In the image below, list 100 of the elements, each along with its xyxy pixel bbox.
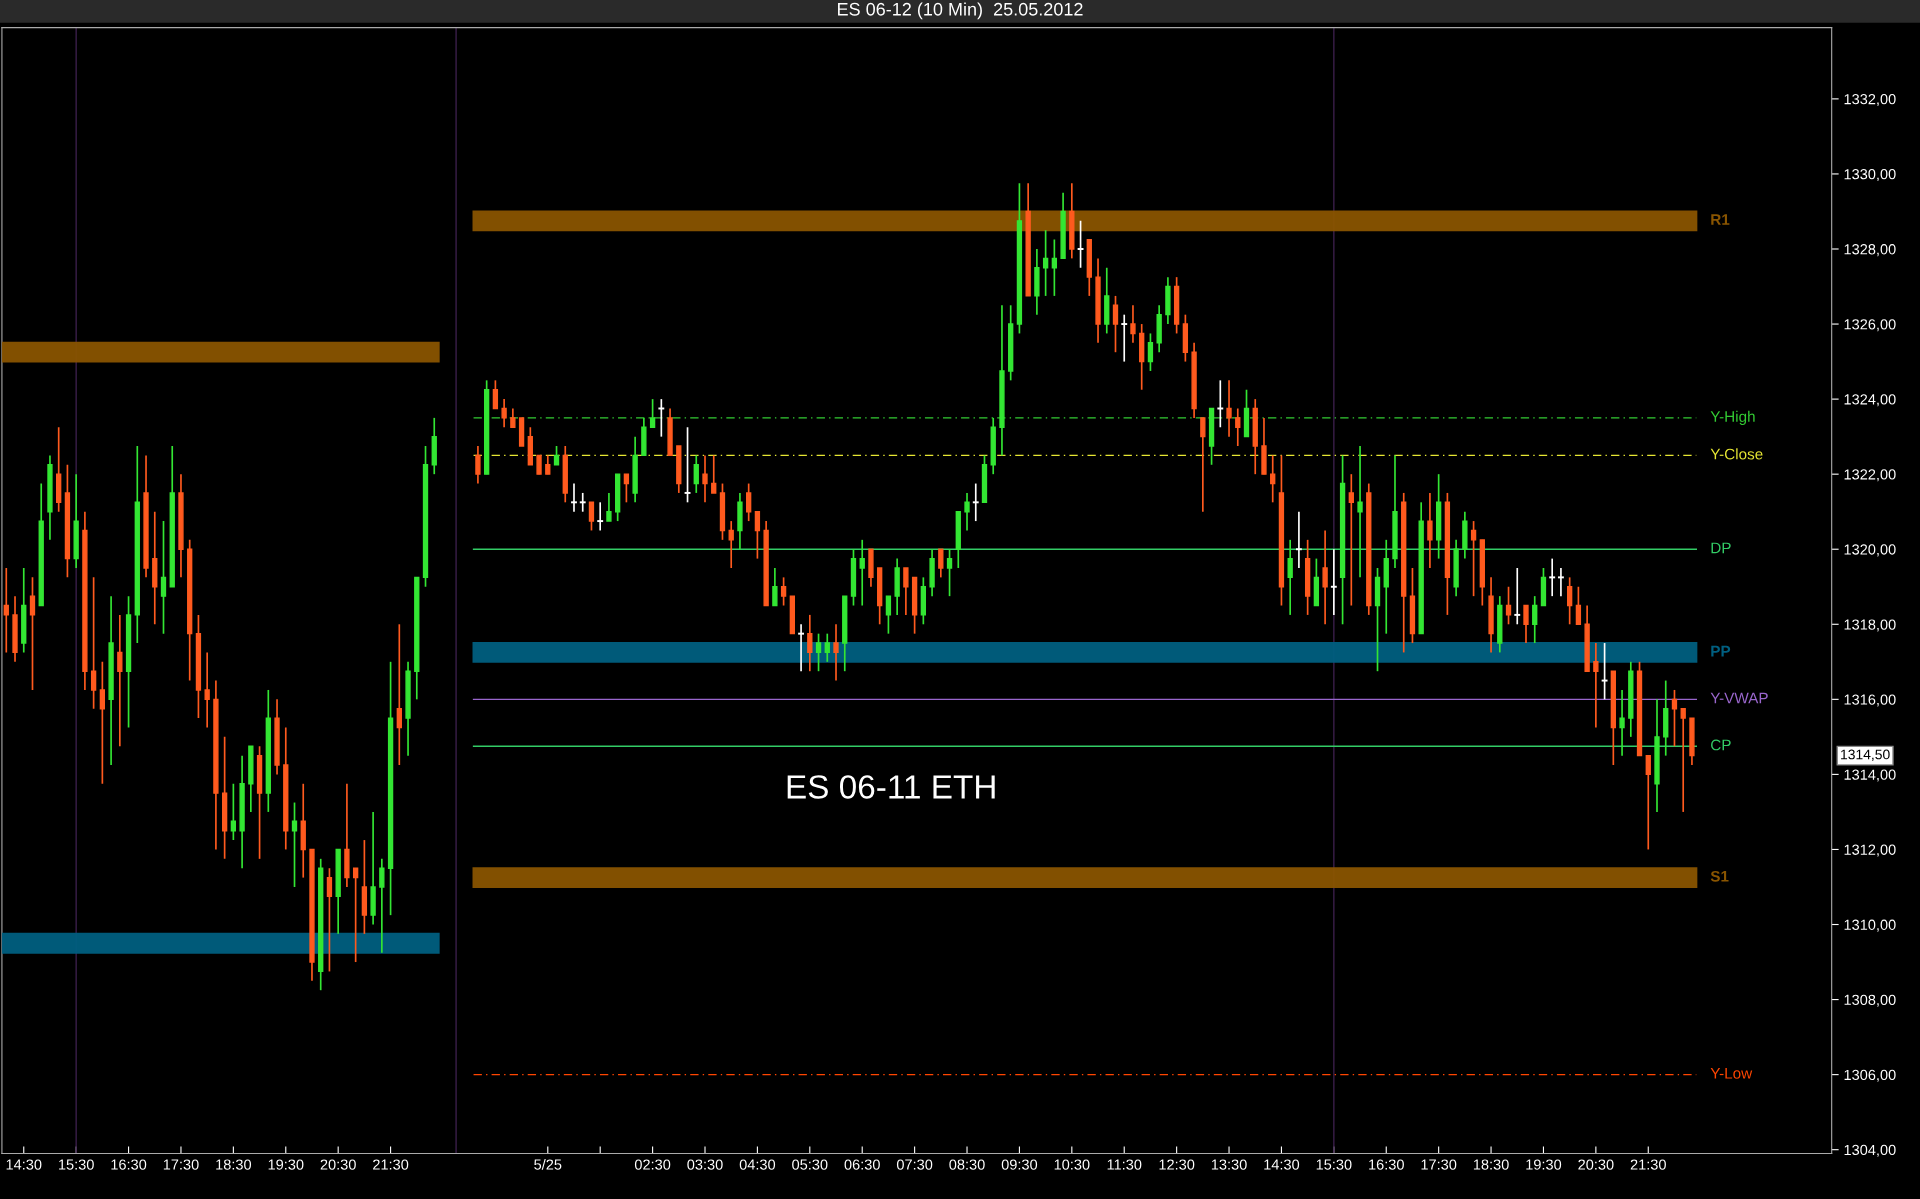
candlestick — [117, 614, 123, 748]
candlestick — [1112, 295, 1119, 354]
candlestick — [702, 454, 708, 504]
candlestick — [1470, 520, 1477, 597]
x-tick-label: 14:30 — [6, 1159, 42, 1170]
candlestick — [579, 492, 586, 513]
ref-line-label: Y-Close — [1710, 448, 1763, 460]
x-tick-label: 18:30 — [216, 1159, 252, 1170]
y-tick-label: 1332,00 — [1844, 93, 1896, 107]
band-label: S1 — [1710, 870, 1729, 882]
x-tick-label: 10:30 — [1054, 1159, 1090, 1170]
candlestick — [1427, 492, 1433, 569]
candlestick — [1042, 229, 1049, 297]
candlestick — [1593, 642, 1599, 729]
candlestick — [475, 445, 481, 485]
x-tick-label: 13:30 — [1211, 1159, 1247, 1170]
candlestick — [1505, 585, 1512, 626]
candlestick — [90, 576, 97, 710]
candlestick — [711, 454, 717, 494]
y-tick-label: 1316,00 — [1844, 694, 1896, 707]
candlestick — [807, 614, 813, 673]
candlestick — [1567, 576, 1573, 626]
candlestick — [326, 867, 333, 973]
x-tick-label: 21:30 — [373, 1159, 409, 1170]
candlestick — [1322, 529, 1328, 626]
band-label: PP — [1711, 645, 1731, 657]
x-tick-label: 15:30 — [1316, 1159, 1352, 1170]
candlestick — [3, 567, 9, 654]
x-tick-label: 15:30 — [59, 1159, 94, 1170]
candlestick — [352, 867, 359, 963]
candlestick — [1532, 595, 1538, 644]
x-tick-label: 05:30 — [792, 1159, 828, 1170]
y-tick-label: 1308,00 — [1844, 994, 1896, 1007]
band-label: R1 — [1711, 214, 1730, 225]
candlestick — [1575, 585, 1582, 626]
y-tick-label: 1318,00 — [1844, 619, 1896, 632]
candlestick — [204, 651, 210, 729]
candlestick — [379, 858, 385, 954]
candlestick — [815, 632, 822, 673]
x-tick-label: 16:30 — [1369, 1159, 1404, 1170]
x-tick-label: 04:30 — [739, 1159, 776, 1170]
candlestick — [824, 632, 830, 663]
y-tick-label: 1310,00 — [1844, 919, 1896, 932]
x-tick-label: 08:30 — [949, 1159, 985, 1170]
x-tick-label: 03:30 — [687, 1159, 723, 1170]
candlestick — [1130, 304, 1136, 344]
x-tick-label: 5/25 — [534, 1158, 562, 1170]
candlestick — [545, 454, 551, 476]
x-tick-label: 17:30 — [1421, 1159, 1457, 1170]
candlestick — [1270, 454, 1276, 504]
x-tick-label: 21:30 — [1630, 1159, 1666, 1170]
x-tick-label: 09:30 — [1001, 1159, 1038, 1170]
x-tick-label: 19:30 — [268, 1159, 304, 1170]
x-tick-label: 20:30 — [320, 1159, 356, 1170]
ref-line-label: Y-High — [1710, 410, 1755, 425]
candlestick — [833, 623, 839, 682]
candlestick — [684, 426, 691, 504]
candlestick — [1235, 407, 1241, 447]
x-tick-label: 06:30 — [844, 1159, 880, 1170]
x-tick-label: 14:30 — [1264, 1159, 1300, 1170]
ref-line-label: CP — [1711, 739, 1731, 751]
candlestick — [1601, 642, 1608, 701]
candlestick — [772, 567, 778, 607]
candlestick — [693, 454, 699, 494]
candlestick — [1357, 445, 1363, 579]
candlestick — [160, 520, 167, 635]
x-tick-label: 20:30 — [1578, 1159, 1614, 1170]
x-tick-label: 17:30 — [163, 1159, 199, 1170]
y-tick-label: 1312,00 — [1844, 844, 1896, 857]
candlestick — [903, 567, 909, 616]
candlestick — [492, 379, 499, 410]
candlestick — [510, 407, 516, 429]
x-tick-label: 11:30 — [1107, 1159, 1142, 1170]
x-tick-label: 02:30 — [634, 1159, 671, 1170]
candlestick — [396, 623, 402, 766]
candlestick — [99, 660, 106, 785]
candlestick — [1051, 238, 1058, 297]
annotation: ES 06-11 ETH — [787, 775, 995, 799]
x-tick-label: 12:30 — [1159, 1159, 1195, 1170]
y-tick-label: 1326,00 — [1844, 319, 1896, 332]
x-tick-label: 18:30 — [1473, 1159, 1509, 1170]
y-tick-label: 1304,00 — [1844, 1144, 1896, 1157]
ref-line-label: Y-Low — [1710, 1068, 1753, 1079]
candlestick — [859, 539, 865, 607]
candlestick — [1514, 567, 1521, 626]
candlestick — [606, 492, 612, 522]
candlestick — [623, 473, 630, 504]
candlestick — [501, 398, 507, 429]
candlestick — [754, 510, 761, 560]
candlestick — [1200, 417, 1206, 513]
x-tick-label: 07:30 — [896, 1159, 933, 1170]
candlestick — [1226, 379, 1232, 438]
y-tick-label: 1306,00 — [1844, 1069, 1896, 1082]
y-tick-label: 1328,00 — [1844, 244, 1896, 257]
x-tick-label: 16:30 — [111, 1159, 147, 1170]
text: 1314,50 — [1841, 749, 1890, 761]
candlestick — [1671, 689, 1678, 748]
y-tick-label: 1322,00 — [1844, 469, 1896, 482]
candlestick — [1619, 689, 1625, 757]
candlestick — [571, 482, 577, 513]
